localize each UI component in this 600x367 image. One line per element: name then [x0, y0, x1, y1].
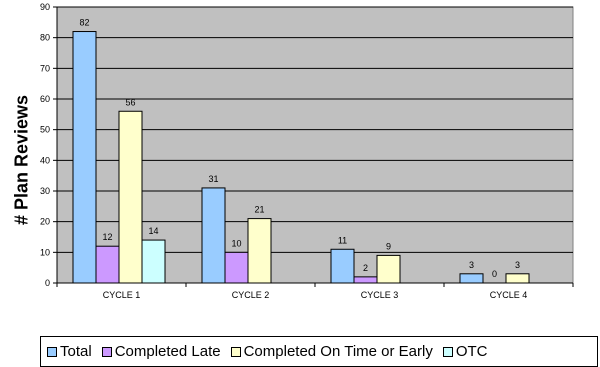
legend-label-completed-on-time: Completed On Time or Early [243, 343, 433, 360]
x-tick-label: CYCLE 3 [361, 290, 399, 300]
data-label: 11 [338, 235, 347, 245]
y-tick-label: 70 [40, 63, 50, 73]
y-tick-label: 30 [40, 186, 50, 196]
bar-completed-on-time-or-early [505, 273, 530, 284]
data-label: 3 [515, 260, 520, 270]
data-label: 0 [492, 269, 497, 279]
y-tick-label: 80 [40, 33, 50, 43]
legend-label-otc: OTC [455, 343, 488, 360]
bar-otc [141, 239, 166, 284]
legend-label-total: Total [60, 343, 92, 360]
bar-total [330, 248, 355, 284]
legend-swatch-completed-late [101, 346, 112, 357]
legend-swatch-total [47, 346, 57, 357]
y-tick-label: 50 [40, 125, 50, 135]
y-tick-label: 20 [40, 217, 50, 227]
data-label: 12 [102, 232, 112, 242]
bar-completed-late [95, 245, 120, 284]
bar-completed-late [353, 276, 378, 284]
bar-completed-on-time-or-early [247, 218, 272, 284]
y-tick-label: 90 [40, 2, 50, 12]
legend: Total Completed Late Completed On Time o… [40, 336, 598, 367]
data-label: 21 [254, 205, 264, 215]
legend-item-completed-on-time: Completed On Time or Early [230, 343, 433, 360]
bar-total [72, 31, 97, 284]
x-tick-label: CYCLE 1 [103, 290, 141, 300]
data-label: 9 [386, 241, 391, 251]
y-tick-label: 60 [40, 94, 50, 104]
data-label: 10 [231, 238, 241, 248]
y-tick-label: 0 [45, 278, 50, 288]
data-label: 14 [148, 226, 158, 236]
y-tick-label: 10 [40, 247, 50, 257]
data-label: 56 [125, 97, 135, 107]
bar-total [201, 187, 226, 284]
bar-completed-late [224, 251, 249, 284]
bar-completed-on-time-or-early [376, 254, 401, 284]
y-tick-label: 40 [40, 155, 50, 165]
legend-label-completed-late: Completed Late [114, 343, 221, 360]
bar-total [459, 273, 484, 284]
legend-item-total: Total [47, 343, 92, 360]
bar-completed-on-time-or-early [118, 110, 143, 284]
legend-item-completed-late: Completed Late [101, 343, 221, 360]
x-tick-label: CYCLE 4 [490, 290, 528, 300]
legend-swatch-otc [442, 346, 453, 357]
data-label: 3 [469, 260, 474, 270]
legend-item-otc: OTC [442, 343, 488, 360]
plot-area [56, 6, 574, 284]
x-tick-label: CYCLE 2 [232, 290, 270, 300]
legend-swatch-completed-on-time [230, 346, 241, 357]
data-label: 2 [363, 263, 368, 273]
data-label: 82 [79, 18, 89, 28]
y-axis-label: # Plan Reviews [11, 94, 32, 226]
data-label: 31 [208, 174, 218, 184]
